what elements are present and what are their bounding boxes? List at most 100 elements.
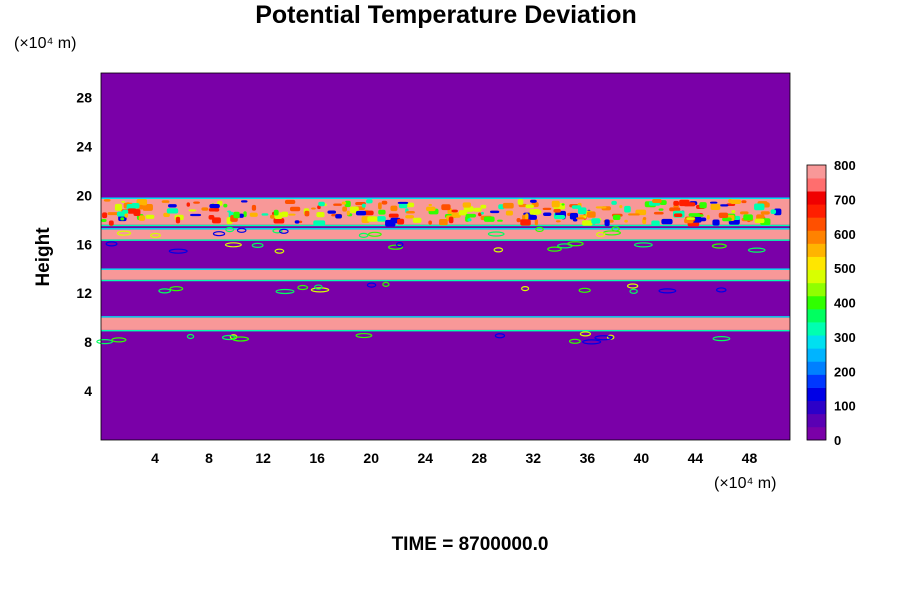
texture-eddy	[629, 288, 638, 294]
x-tick-label: 16	[309, 450, 325, 466]
texture-eddy	[116, 230, 132, 236]
texture-blob	[124, 213, 129, 218]
texture-blob	[136, 199, 148, 206]
y-tick-label: 28	[76, 89, 92, 105]
colorbar-swatch	[807, 269, 826, 284]
texture-blob	[483, 216, 495, 222]
texture-blob	[114, 203, 123, 211]
colorbar-swatch	[807, 400, 826, 415]
colorbar-swatch	[807, 230, 826, 244]
texture-blob	[163, 212, 170, 218]
texture-blob	[211, 217, 221, 224]
texture-blob	[333, 203, 342, 206]
colorbar-swatch	[807, 348, 826, 362]
texture-blob	[652, 199, 662, 204]
texture-blob	[448, 216, 454, 224]
band-fill	[101, 229, 790, 240]
texture-eddy	[594, 335, 613, 341]
texture-eddy	[314, 284, 323, 290]
texture-blob	[465, 213, 477, 218]
texture-blob	[122, 209, 129, 214]
texture-blob	[120, 217, 125, 221]
colorbar-swatch	[807, 361, 826, 375]
texture-blob	[754, 203, 765, 211]
band-fill	[101, 317, 790, 330]
texture-blob	[561, 203, 565, 206]
texture-blob	[313, 220, 326, 226]
texture-blob	[102, 212, 108, 219]
texture-eddy	[582, 339, 602, 345]
texture-blob	[534, 219, 538, 226]
texture-eddy	[224, 242, 242, 248]
texture-blob	[223, 203, 228, 208]
texture-blob	[161, 200, 170, 203]
texture-blob	[718, 212, 729, 219]
texture-eddy	[382, 281, 390, 287]
texture-blob	[722, 217, 732, 222]
x-tick-label: 40	[634, 450, 650, 466]
texture-blob	[298, 220, 303, 224]
texture-blob	[101, 218, 107, 223]
x-tick-label: 8	[205, 450, 213, 466]
x-tick-label: 48	[742, 450, 758, 466]
texture-blob	[569, 212, 579, 220]
turbulence-texture	[96, 199, 782, 345]
texture-blob	[773, 208, 782, 216]
texture-blob	[127, 208, 137, 211]
texture-blob	[186, 202, 191, 207]
texture-blob	[209, 204, 220, 209]
band-fill	[101, 269, 790, 280]
texture-blob	[428, 220, 432, 225]
texture-blob	[342, 206, 348, 212]
colorbar-tick-label: 100	[834, 399, 856, 414]
texture-blob	[142, 203, 153, 211]
texture-blob	[377, 216, 386, 222]
colorbar-swatch	[807, 256, 826, 271]
time-label: TIME = 8700000.0	[392, 534, 549, 555]
texture-blob	[730, 199, 742, 205]
y-axis-unit-label: (×10⁴ m)	[14, 35, 76, 52]
texture-blob	[366, 199, 373, 204]
texture-blob	[731, 210, 736, 214]
texture-eddy	[251, 242, 264, 248]
texture-blob	[397, 201, 409, 204]
band-edge-bottom	[101, 329, 790, 332]
texture-blob	[327, 210, 337, 214]
texture-blob	[577, 207, 587, 215]
y-axis-label: Height	[33, 227, 54, 287]
texture-eddy	[236, 227, 247, 233]
x-tick-label: 32	[526, 450, 542, 466]
texture-blob	[553, 208, 561, 213]
texture-blob	[167, 204, 177, 208]
texture-blob	[193, 201, 200, 204]
x-tick-label: 20	[363, 450, 379, 466]
texture-eddy	[231, 336, 250, 342]
texture-blob	[467, 218, 472, 222]
texture-blob	[121, 200, 126, 203]
y-tick-label: 12	[76, 285, 92, 301]
colorbar-tick-label: 300	[834, 330, 856, 345]
chart-title: Potential Temperature Deviation	[255, 1, 637, 29]
texture-eddy	[658, 288, 677, 294]
texture-blob	[311, 207, 316, 210]
texture-blob	[289, 206, 301, 212]
texture-eddy	[611, 226, 620, 232]
texture-eddy	[310, 287, 330, 293]
texture-blob	[686, 217, 695, 220]
texture-blob	[533, 209, 542, 215]
texture-blob	[624, 219, 628, 223]
texture-eddy	[158, 288, 172, 294]
band-edge-bottom	[101, 279, 790, 282]
texture-blob	[316, 212, 325, 218]
texture-blob	[385, 219, 396, 227]
texture-blob	[190, 213, 202, 217]
x-tick-label: 24	[417, 450, 433, 466]
texture-blob	[462, 202, 471, 208]
texture-blob	[480, 211, 484, 215]
texture-eddy	[487, 231, 505, 237]
texture-eddy	[150, 232, 161, 239]
texture-blob	[525, 204, 534, 209]
texture-blob	[581, 220, 593, 226]
plot-area	[96, 72, 791, 441]
